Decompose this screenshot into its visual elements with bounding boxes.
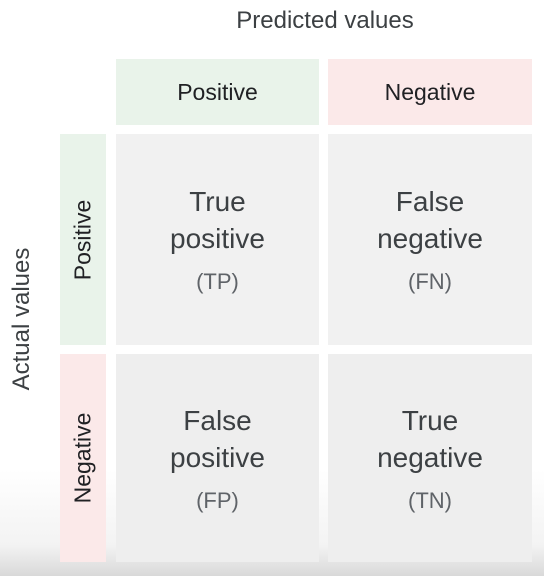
cell-false-positive-abbr: (FP): [196, 487, 239, 513]
cell-true-negative-line1: True: [401, 404, 459, 436]
cell-true-negative-line2: negative: [377, 441, 483, 473]
actual-values-title: Actual values: [8, 247, 35, 391]
cell-false-positive: False positive (FP): [116, 354, 319, 562]
cell-false-positive-line2: positive: [170, 441, 265, 473]
cell-false-negative-abbr: (FN): [408, 269, 452, 294]
column-header-negative: Negative: [328, 59, 532, 125]
cell-false-negative-line1: False: [395, 186, 465, 217]
predicted-values-title: Predicted values: [236, 7, 414, 34]
row-header-positive-label: Positive: [69, 199, 96, 280]
cell-false-positive-line1: False: [183, 404, 252, 436]
row-header-negative-label: Negative: [69, 412, 96, 504]
cell-true-negative-abbr: (TN): [408, 487, 452, 513]
row-header-negative: Negative: [60, 354, 106, 562]
cell-false-negative-line2: negative: [377, 223, 483, 254]
cell-false-negative: False negative (FN): [328, 134, 532, 345]
column-header-positive: Positive: [116, 59, 319, 125]
cell-true-positive: True positive (TP): [116, 134, 319, 345]
cell-true-positive-line2: positive: [170, 223, 265, 254]
cell-true-positive-line1: True: [189, 186, 246, 217]
cell-true-positive-abbr: (TP): [196, 269, 239, 294]
row-header-positive: Positive: [60, 134, 106, 345]
cell-true-negative: True negative (TN): [328, 354, 532, 562]
